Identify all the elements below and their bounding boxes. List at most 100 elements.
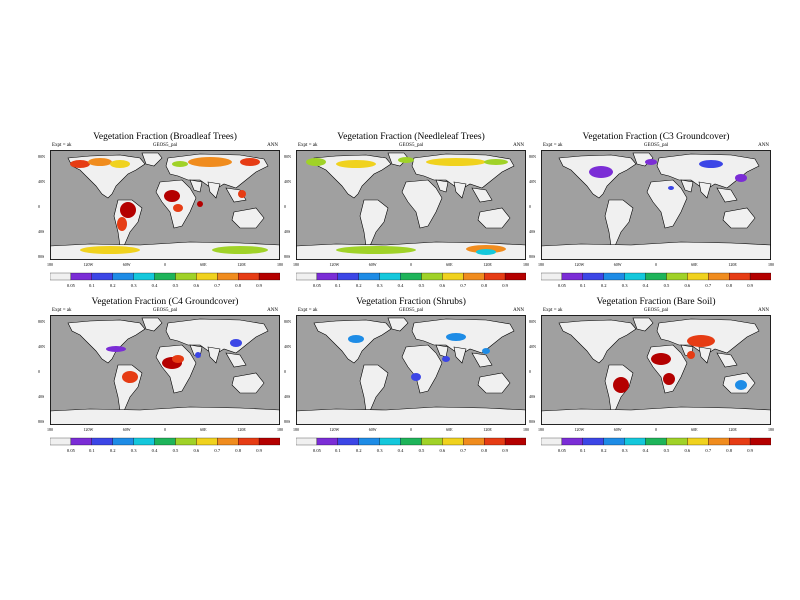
colorbar-label: 0.2 <box>600 448 607 453</box>
lon-label: 180 <box>47 427 53 432</box>
lon-label: 120E <box>237 427 246 432</box>
vegetation-patch <box>88 158 112 166</box>
continent-australia <box>477 372 511 394</box>
panel-season: ANN <box>758 308 769 313</box>
vegetation-patch <box>195 352 201 358</box>
vegetation-patch <box>348 335 364 343</box>
vegetation-patch <box>589 166 613 178</box>
panel-expt: Expt = ak <box>298 143 318 148</box>
vegetation-patch <box>663 373 675 385</box>
vegetation-patch <box>651 353 671 365</box>
vegetation-patch <box>172 355 184 363</box>
panel-model: GEOS5_pal <box>152 143 178 148</box>
lat-label: 40N <box>529 344 536 349</box>
colorbar-swatch <box>561 437 583 446</box>
vegetation-patch <box>172 161 188 167</box>
lon-label: 180 <box>538 262 544 267</box>
vegetation-patch <box>482 348 490 354</box>
lon-label: 60E <box>691 262 698 267</box>
map <box>50 315 280 425</box>
colorbar-swatch <box>666 437 688 446</box>
vegetation-patch <box>613 377 629 393</box>
continent-africa <box>401 179 443 229</box>
colorbar-label: 0.1 <box>579 448 586 453</box>
colorbar-label: 0.6 <box>193 448 200 453</box>
continent-se-asia <box>716 187 738 203</box>
panel-model: GEOS5_pal <box>398 308 424 313</box>
continent-antarctica <box>541 406 771 425</box>
colorbar <box>541 437 771 446</box>
map-frame <box>541 150 771 260</box>
vegetation-patch <box>699 160 723 168</box>
colorbar-swatch <box>133 437 155 446</box>
colorbar-label: 0.9 <box>747 283 753 288</box>
colorbar-swatch <box>296 437 318 446</box>
vegetation-patch <box>336 160 376 168</box>
continent-india <box>698 181 712 199</box>
vegetation-patch <box>240 158 260 166</box>
colorbar-swatch <box>708 437 730 446</box>
colorbar-label: 0.6 <box>684 448 691 453</box>
continent-greenland <box>387 317 409 332</box>
panel-title: Vegetation Fraction (Shrubs) <box>356 297 466 307</box>
colorbar-swatch <box>463 272 485 281</box>
map <box>296 150 526 260</box>
vegetation-patch <box>230 339 242 347</box>
lon-label: 0 <box>410 262 412 267</box>
colorbar-swatch <box>582 272 604 281</box>
lon-label: 120E <box>237 262 246 267</box>
colorbar-swatch <box>175 272 197 281</box>
lon-label: 120W <box>574 262 585 267</box>
colorbar-label: 0.2 <box>109 283 116 288</box>
colorbar-swatch <box>624 437 646 446</box>
panel-title: Vegetation Fraction (C4 Groundcover) <box>91 297 239 307</box>
vegetation-patch <box>735 380 747 390</box>
lat-label: 80S <box>529 419 536 424</box>
continent-australia <box>231 372 265 394</box>
colorbar-label: 0.7 <box>460 448 467 453</box>
vegetation-patch <box>476 249 496 255</box>
colorbar-swatch <box>238 437 260 446</box>
vegetation-patch <box>645 159 657 165</box>
colorbar-swatch <box>687 272 709 281</box>
colorbar-label: 0.6 <box>684 283 691 288</box>
colorbar-label: 0.5 <box>418 283 425 288</box>
colorbar-label: 0.6 <box>193 283 200 288</box>
vegetation-patch <box>411 373 421 381</box>
panel-c3-groundcover: Vegetation Fraction (C3 Groundcover) Exp… <box>529 132 774 288</box>
lon-label: 120E <box>483 262 492 267</box>
colorbar-swatch <box>729 437 751 446</box>
colorbar-swatch <box>442 437 464 446</box>
lon-label: 120W <box>329 427 340 432</box>
colorbar-swatch <box>582 437 604 446</box>
continent-south-america <box>359 364 389 412</box>
lon-label: 180 <box>277 427 283 432</box>
colorbar-label: 0.4 <box>397 448 404 453</box>
map <box>541 150 771 260</box>
colorbar-swatch <box>154 272 176 281</box>
colorbar-label: 0.8 <box>235 448 242 453</box>
lon-label: 60E <box>691 427 698 432</box>
vegetation-patch <box>238 190 246 198</box>
colorbar-label: 0.1 <box>88 448 95 453</box>
lat-label: 80S <box>38 419 45 424</box>
colorbar-label: 0.5 <box>418 448 425 453</box>
panel-expt: Expt = ak <box>543 143 563 148</box>
panel-model: GEOS5_pal <box>398 143 424 148</box>
lat-label: 40N <box>38 179 45 184</box>
continent-se-asia <box>225 187 247 203</box>
colorbar <box>50 437 280 446</box>
lat-label: 0 <box>38 204 40 209</box>
continent-greenland <box>141 152 163 167</box>
colorbar-label: 0.3 <box>621 283 628 288</box>
lon-label: 60W <box>368 427 377 432</box>
lat-label: 40S <box>529 229 536 234</box>
lon-label: 180 <box>768 262 774 267</box>
vegetation-patch <box>687 351 695 359</box>
vegetation-patch <box>306 158 326 166</box>
colorbar-label: 0.05 <box>66 283 75 288</box>
lat-label: 0 <box>284 204 286 209</box>
vegetation-patch <box>197 201 203 207</box>
colorbar-swatch <box>296 272 318 281</box>
colorbar-label: 0.7 <box>705 283 712 288</box>
